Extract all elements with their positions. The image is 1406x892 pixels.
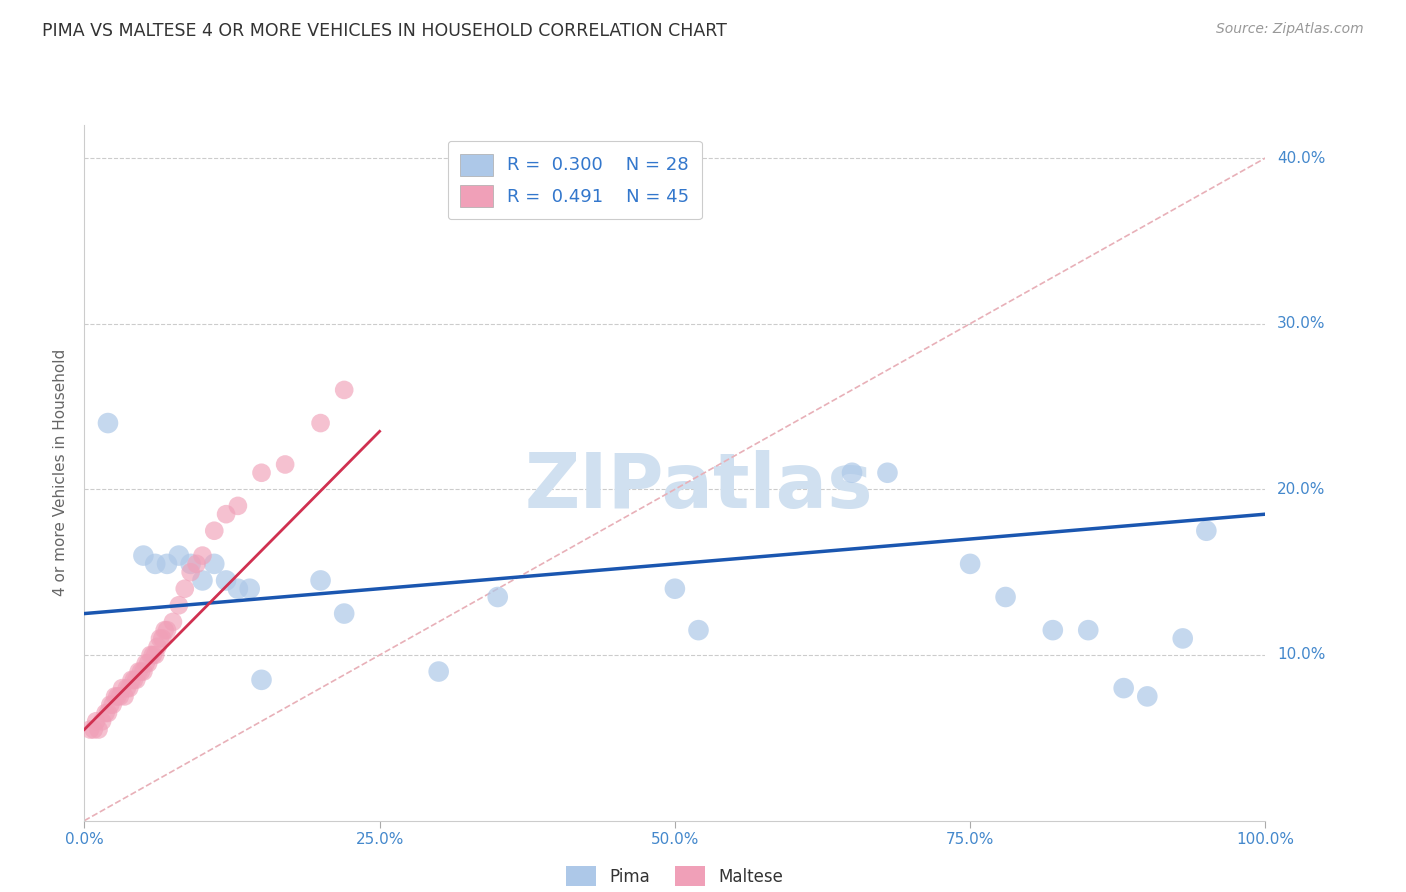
Point [876,466,898,480]
Point [142,648,165,662]
Text: 20.0%: 20.0% [1277,482,1326,497]
Point [146,640,169,654]
Point [84,714,107,729]
Point [87,723,110,737]
Point [94,706,117,720]
Point [167,599,190,613]
Point [309,416,332,430]
Point [688,623,710,637]
Point [226,582,249,596]
Point [1042,623,1064,637]
Point [149,632,172,646]
Point [114,690,136,704]
Point [486,590,509,604]
Point [1171,632,1194,646]
Point [128,665,150,679]
Point [132,549,155,563]
Point [239,582,262,596]
Point [98,698,121,712]
Point [104,690,127,704]
Point [167,549,190,563]
Point [180,565,202,579]
Point [97,416,120,430]
Point [136,657,159,671]
Point [215,574,238,588]
Point [191,574,214,588]
Point [202,557,225,571]
Point [83,723,105,737]
Point [333,383,356,397]
Point [97,706,120,720]
Point [79,723,101,737]
Point [250,466,273,480]
Point [309,574,332,588]
Point [250,673,273,687]
Point [191,549,214,563]
Point [121,673,143,687]
Point [118,681,141,695]
Point [994,590,1017,604]
Point [115,681,138,695]
Point [226,499,249,513]
Text: Source: ZipAtlas.com: Source: ZipAtlas.com [1216,22,1364,37]
Point [1112,681,1135,695]
Point [173,582,195,596]
Text: 10.0%: 10.0% [1277,648,1326,663]
Point [135,657,157,671]
Point [101,698,124,712]
Point [150,632,173,646]
Point [664,582,686,596]
Point [274,458,297,472]
Point [139,648,162,662]
Point [156,557,179,571]
Point [143,648,166,662]
Point [125,673,148,687]
Point [111,681,134,695]
Point [841,466,863,480]
Point [959,557,981,571]
Text: 30.0%: 30.0% [1277,316,1326,331]
Point [427,665,450,679]
Point [186,557,208,571]
Point [129,665,152,679]
Point [107,690,129,704]
Point [91,714,114,729]
Y-axis label: 4 or more Vehicles in Household: 4 or more Vehicles in Household [53,349,69,597]
Text: 40.0%: 40.0% [1277,151,1326,166]
Point [122,673,145,687]
Text: PIMA VS MALTESE 4 OR MORE VEHICLES IN HOUSEHOLD CORRELATION CHART: PIMA VS MALTESE 4 OR MORE VEHICLES IN HO… [42,22,727,40]
Point [156,623,179,637]
Point [162,615,184,629]
Point [180,557,202,571]
Point [132,665,155,679]
Legend: Pima, Maltese: Pima, Maltese [560,860,790,892]
Point [1077,623,1099,637]
Text: ZIPatlas: ZIPatlas [524,450,873,524]
Point [1195,524,1218,538]
Point [215,507,238,521]
Point [108,690,131,704]
Point [333,607,356,621]
Point [1136,690,1159,704]
Point [202,524,225,538]
Point [153,623,176,637]
Point [143,557,166,571]
